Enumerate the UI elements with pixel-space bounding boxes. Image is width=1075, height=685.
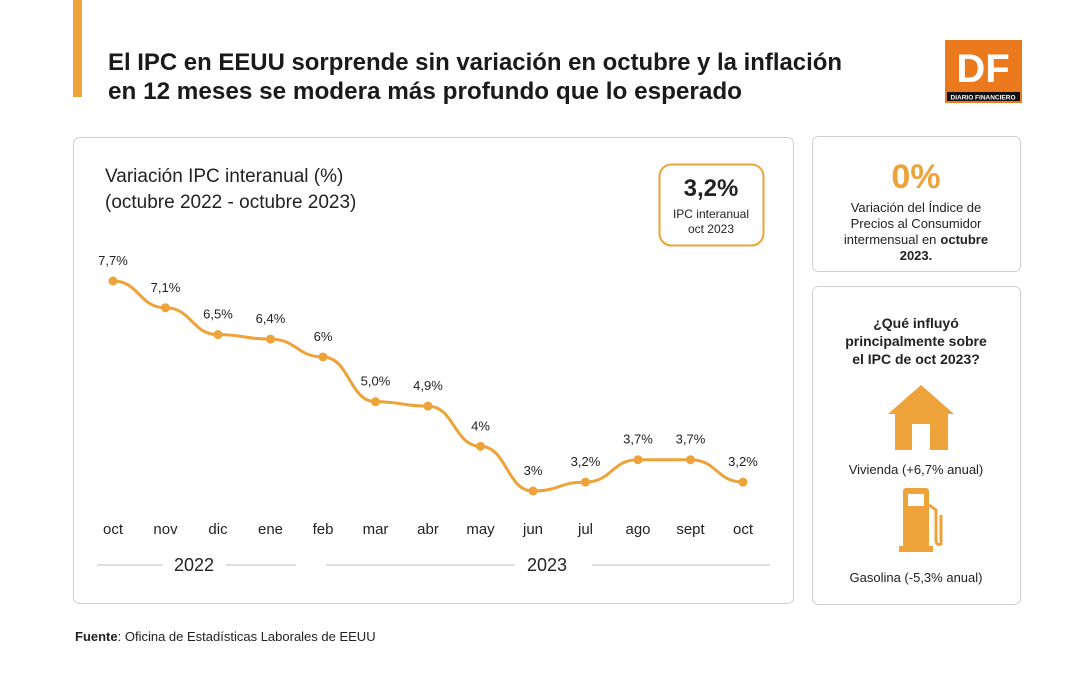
data-label: 3,2% xyxy=(571,454,601,469)
point xyxy=(476,441,485,451)
title: El IPC en EEUU sorprende sin variación e… xyxy=(108,49,842,76)
x-tick-label: feb xyxy=(313,521,334,538)
side-text-bold: 2023. xyxy=(900,248,933,263)
source-label: Fuente xyxy=(75,629,118,644)
x-tick-label: sept xyxy=(676,521,705,538)
x-tick-label: mar xyxy=(363,521,389,538)
data-label: 3,7% xyxy=(676,432,706,447)
data-label: 6,5% xyxy=(203,307,233,322)
source-line: Fuente: Oficina de Estadísticas Laborale… xyxy=(75,629,376,644)
x-tick-label: nov xyxy=(153,521,178,538)
point xyxy=(581,477,590,487)
x-tick-label: oct xyxy=(103,521,124,538)
logo: DF DIARIO FINANCIERO xyxy=(945,40,1022,103)
pump-icon xyxy=(899,488,943,552)
data-label: 4,9% xyxy=(413,378,443,393)
x-tick-label: oct xyxy=(733,521,754,538)
chart-subtitle: (octubre 2022 - octubre 2023) xyxy=(105,192,356,213)
data-label: 3,7% xyxy=(623,432,653,447)
highlight-box xyxy=(658,163,765,247)
data-label: 6,4% xyxy=(256,311,286,326)
data-label: 7,1% xyxy=(151,280,181,295)
x-tick-label: ago xyxy=(625,521,650,538)
x-tick-label: may xyxy=(466,521,495,538)
point xyxy=(528,486,538,496)
x-tick-label: abr xyxy=(417,521,439,538)
side-text: Precios al Consumidor xyxy=(851,216,982,231)
year-label: 2022 xyxy=(174,555,214,575)
point xyxy=(318,352,328,362)
side-text: Variación del Índice de xyxy=(851,200,982,215)
chart-panel xyxy=(73,137,794,604)
side-item: Gasolina (-5,3% anual) xyxy=(850,570,983,585)
data-label: 3,2% xyxy=(728,454,758,469)
side-question: el IPC de oct 2023? xyxy=(852,351,980,367)
logo-caption: DIARIO FINANCIERO xyxy=(951,95,1016,102)
house-door xyxy=(912,424,930,450)
point xyxy=(633,455,643,465)
data-label: 6% xyxy=(314,329,333,344)
point xyxy=(738,477,748,487)
data-label: 7,7% xyxy=(98,253,128,268)
point xyxy=(686,455,695,465)
point xyxy=(161,303,170,313)
highlight-label: IPC interanual xyxy=(673,207,749,221)
data-label: 4% xyxy=(471,418,490,433)
logo-strip xyxy=(947,92,1020,101)
x-tick-label: dic xyxy=(208,521,228,538)
data-label: 3% xyxy=(524,463,543,478)
x-tick-label: jul xyxy=(577,521,593,538)
x-tick-label: jun xyxy=(522,521,543,538)
house-icon xyxy=(888,385,954,450)
side-big: 0% xyxy=(891,158,940,196)
point xyxy=(108,276,118,286)
side-question: ¿Qué influyó xyxy=(873,315,959,331)
pump-base xyxy=(899,546,933,552)
point xyxy=(213,330,223,340)
side-text-bold: octubre xyxy=(940,232,988,247)
logo-text: DF xyxy=(956,47,1009,91)
highlight-value: 3,2% xyxy=(684,175,739,202)
side-text-line: intermensual en octubre xyxy=(844,232,988,247)
point xyxy=(371,397,380,407)
year-label: 2023 xyxy=(527,555,567,575)
source-text: : Oficina de Estadísticas Laborales de E… xyxy=(118,629,376,644)
chart-title: Variación IPC interanual (%) xyxy=(105,166,343,187)
accent-bar xyxy=(73,0,82,97)
pump-window xyxy=(908,494,924,506)
pump-hose xyxy=(928,503,943,546)
highlight-label: oct 2023 xyxy=(688,222,734,236)
plot: 7,7% oct 7,1% nov 6,5% dic 6,4% ene 6% feb 5,0% mar… xyxy=(98,253,758,538)
side-item: Vivienda (+6,7% anual) xyxy=(849,462,984,477)
x-tick-label: ene xyxy=(258,521,283,538)
side-text: intermensual en xyxy=(844,232,937,247)
side-question: principalmente sobre xyxy=(845,333,987,349)
title: en 12 meses se modera más profundo que l… xyxy=(108,78,742,105)
side-panel xyxy=(812,136,1021,272)
point xyxy=(423,401,433,411)
house-shape xyxy=(888,385,954,450)
data-label: 5,0% xyxy=(361,374,391,389)
point xyxy=(266,334,275,344)
